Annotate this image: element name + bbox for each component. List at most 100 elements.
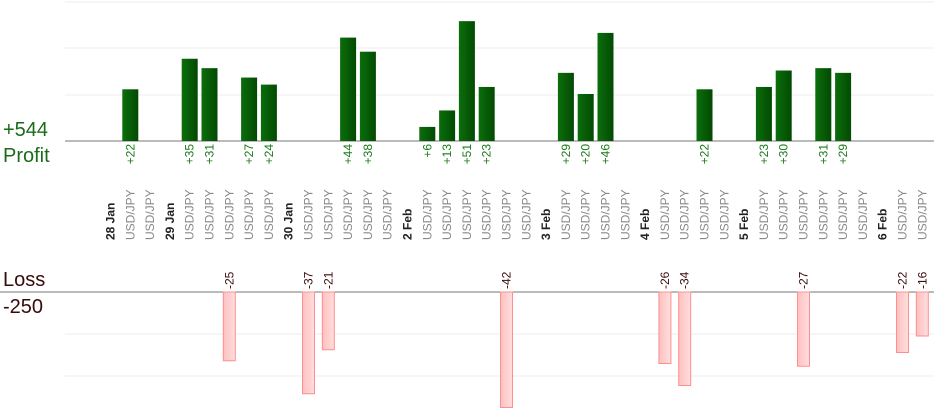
profit-value-label: +35 xyxy=(183,144,197,165)
date-label: 2 Feb xyxy=(401,209,415,240)
profit-value-label: +23 xyxy=(757,144,771,165)
loss-value-label: -37 xyxy=(302,271,316,289)
pair-label: USD/JPY xyxy=(777,189,791,240)
profit-bar xyxy=(577,94,594,141)
date-label: 4 Feb xyxy=(638,209,652,240)
loss-bar xyxy=(678,291,692,386)
loss-value-label: -26 xyxy=(658,271,672,289)
profit-value-label: +44 xyxy=(341,144,355,165)
profit-bar xyxy=(181,58,198,141)
profit-value-label: +22 xyxy=(698,144,712,165)
pair-label: USD/JPY xyxy=(302,189,316,240)
loss-value-label: -25 xyxy=(222,271,236,289)
loss-bar xyxy=(222,291,236,362)
pair-label: USD/JPY xyxy=(836,189,850,240)
profit-value-label: +51 xyxy=(460,144,474,165)
profit-bar xyxy=(815,68,832,141)
pair-label: USD/JPY xyxy=(440,189,454,240)
loss-value-label: -34 xyxy=(678,271,692,289)
pair-label: USD/JPY xyxy=(203,189,217,240)
profit-bar xyxy=(340,37,357,141)
profit-value-label: +27 xyxy=(242,144,256,165)
loss-bar xyxy=(658,291,672,364)
pair-label: USD/JPY xyxy=(816,189,830,240)
pair-label: USD/JPY xyxy=(698,189,712,240)
profit-bar xyxy=(439,110,456,141)
loss-bar xyxy=(915,291,929,337)
profit-value-label: +30 xyxy=(777,144,791,165)
pair-label: USD/JPY xyxy=(341,189,355,240)
loss-bar xyxy=(321,291,335,351)
date-label: 5 Feb xyxy=(737,209,751,240)
pair-label: USD/JPY xyxy=(123,189,137,240)
pair-label: USD/JPY xyxy=(717,189,731,240)
pair-label: USD/JPY xyxy=(183,189,197,240)
loss-value-label: -42 xyxy=(500,271,514,289)
pair-label: USD/JPY xyxy=(579,189,593,240)
loss-value-label: -16 xyxy=(915,271,929,289)
profit-value-label: +38 xyxy=(361,144,375,165)
profit-label: Profit xyxy=(3,145,50,167)
loss-value-label: -22 xyxy=(896,271,910,289)
profit-bar xyxy=(478,86,495,141)
profit-value-label: +13 xyxy=(440,144,454,165)
pair-label: USD/JPY xyxy=(915,189,929,240)
profit-bar xyxy=(696,89,713,141)
profit-value-label: +29 xyxy=(559,144,573,165)
loss-bar xyxy=(797,291,810,367)
pair-label: USD/JPY xyxy=(678,189,692,240)
pair-label: USD/JPY xyxy=(480,189,494,240)
profit-bar xyxy=(122,89,139,141)
pair-label: USD/JPY xyxy=(420,189,434,240)
pair-label: USD/JPY xyxy=(222,189,236,240)
date-label: 28 Jan xyxy=(104,203,118,240)
profit-bar xyxy=(775,70,792,141)
pair-label: USD/JPY xyxy=(381,189,395,240)
pair-label: USD/JPY xyxy=(262,189,276,240)
loss-value-label: -21 xyxy=(321,271,335,289)
pair-label: USD/JPY xyxy=(658,189,672,240)
profit-bar xyxy=(835,72,852,141)
profit-total: +544 xyxy=(3,119,49,141)
date-label: 6 Feb xyxy=(876,209,890,240)
profit-value-label: +6 xyxy=(420,144,434,158)
date-label: 3 Feb xyxy=(539,209,553,240)
loss-total: -250 xyxy=(3,296,44,318)
loss-value-label: -27 xyxy=(797,271,811,289)
pair-label: USD/JPY xyxy=(460,189,474,240)
pair-label: USD/JPY xyxy=(559,189,573,240)
profit-value-label: +23 xyxy=(480,144,494,165)
profit-bar xyxy=(597,32,614,141)
profit-bar xyxy=(419,126,436,141)
pair-label: USD/JPY xyxy=(599,189,613,240)
profit-bar xyxy=(458,21,475,141)
profit-bar xyxy=(755,86,772,141)
profit-bar xyxy=(260,84,277,141)
profit-value-label: +22 xyxy=(123,144,137,165)
pair-label: USD/JPY xyxy=(361,189,375,240)
profit-value-label: +31 xyxy=(203,144,217,165)
profit-value-label: +46 xyxy=(599,144,613,165)
profit-bar xyxy=(557,72,574,141)
pair-label: USD/JPY xyxy=(321,189,335,240)
date-label: 30 Jan xyxy=(282,203,296,240)
profit-value-label: +24 xyxy=(262,144,276,165)
profit-bar xyxy=(241,77,258,141)
loss-bar xyxy=(896,291,909,353)
pair-label: USD/JPY xyxy=(896,189,910,240)
pair-label: USD/JPY xyxy=(618,189,632,240)
loss-bar xyxy=(302,291,315,395)
profit-value-label: +20 xyxy=(579,144,593,165)
profit-value-label: +29 xyxy=(836,144,850,165)
pair-label: USD/JPY xyxy=(797,189,811,240)
date-label: 29 Jan xyxy=(163,203,177,240)
pair-label: USD/JPY xyxy=(143,189,157,240)
profit-bar xyxy=(201,68,218,141)
loss-bar xyxy=(500,291,513,408)
pair-label: USD/JPY xyxy=(757,189,771,240)
pair-label: USD/JPY xyxy=(519,189,533,240)
loss-label: Loss xyxy=(3,269,46,291)
pair-label: USD/JPY xyxy=(242,189,256,240)
